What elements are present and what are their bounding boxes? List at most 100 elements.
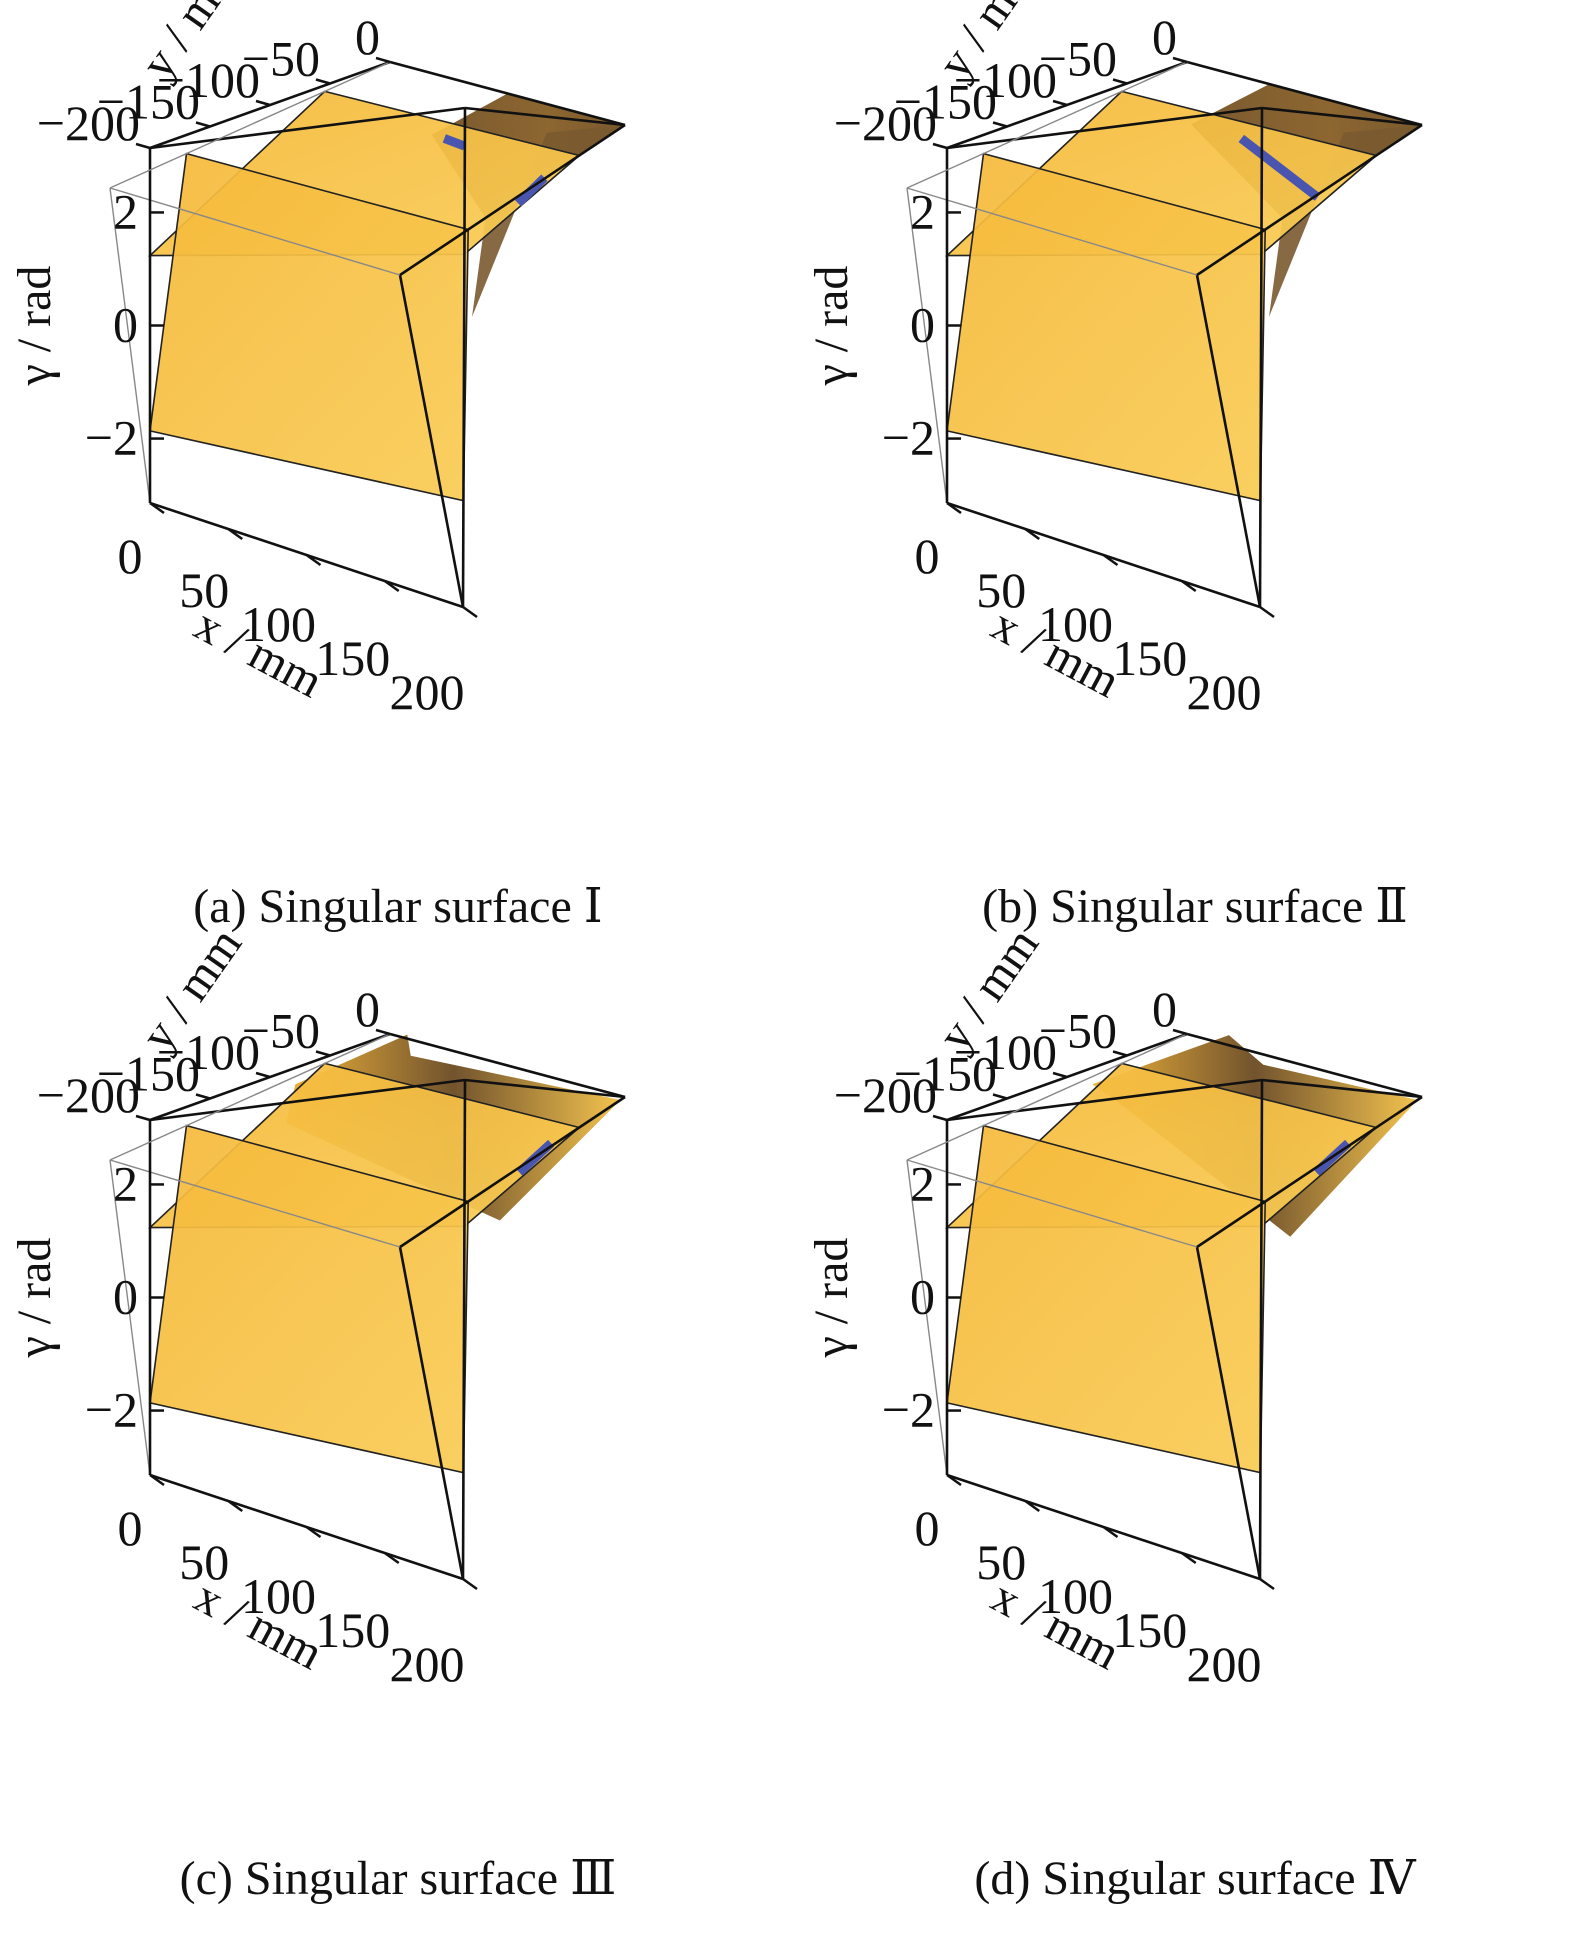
box-edge [109,1033,391,1161]
y-tick-mark [1112,1050,1128,1057]
y-tick-label: −100 [157,1024,260,1080]
y-tick-mark [255,1071,271,1079]
x-tick-mark [1259,605,1275,619]
box-edge [906,61,1188,189]
chart-caption-c: (c) Singular surface Ⅲ [179,1852,617,1905]
x-tick-mark [305,553,322,567]
box-edge [906,1033,1188,1161]
box-edge [399,123,626,277]
x-tick-mark [227,1499,243,1513]
y-tick-label: 0 [1152,981,1177,1037]
box-edge [464,1078,626,1099]
x-tick-mark [1181,579,1197,593]
x-tick-mark [1024,527,1040,541]
y-tick-mark [315,78,331,85]
box-edge [1195,274,1262,608]
z-tick-label: 2 [910,1155,935,1211]
y-tick-mark [932,142,948,150]
x-tick-label: 150 [1112,1602,1187,1658]
y-tick-label: −100 [954,52,1057,108]
y-tick-label: −150 [894,74,997,130]
y-tick-label: −100 [157,52,260,108]
x-tick-mark [384,579,400,593]
x-tick-label: 100 [1038,596,1113,652]
z-tick-label: 0 [910,297,935,353]
box-edge [1195,1246,1262,1580]
chart-caption-b: (b) Singular surface Ⅱ [982,880,1408,933]
x-tick-mark [1259,1577,1275,1591]
box-edge [109,187,401,276]
x-tick-mark [462,1577,478,1591]
y-tick-mark [375,1028,391,1036]
x-tick-mark [384,1551,400,1565]
singular-line [1238,134,1321,201]
box-edge [1261,1078,1423,1099]
box-edge [1196,123,1423,277]
y-tick-mark [195,121,211,128]
x-tick-mark [305,1525,322,1539]
box-edge [1196,1095,1423,1249]
y-tick-label: 0 [1152,9,1177,65]
y-tick-label: −50 [1039,31,1117,87]
x-tick-mark [1181,1551,1197,1565]
x-tick-label: 200 [390,664,465,720]
box-edge [1186,1032,1423,1099]
y-tick-mark [1172,1028,1188,1036]
x-tick-label: 150 [315,630,390,686]
x-tick-mark [1102,553,1119,567]
x-tick-mark [462,605,478,619]
y-tick-mark [315,1050,331,1057]
x-tick-label: 0 [118,528,143,584]
x-tick-mark [149,501,165,515]
chart-caption-a: (a) Singular surface Ⅰ [193,880,603,933]
x-tick-mark [149,1473,165,1487]
x-tick-label: 150 [315,1602,390,1658]
z-axis-label: γ / rad [8,1238,61,1359]
box-edge [109,1159,401,1248]
box-edge [389,60,626,127]
x-tick-label: 100 [241,596,316,652]
box-edge [461,107,467,608]
box-edge [461,1079,467,1580]
y-tick-mark [255,99,271,107]
x-tick-label: 0 [118,1500,143,1556]
y-tick-label: −100 [954,1024,1057,1080]
x-tick-label: 150 [1112,630,1187,686]
z-tick-label: 0 [113,297,138,353]
box-edge [398,274,465,608]
z-tick-label: −2 [882,410,935,466]
x-tick-label: 50 [976,562,1026,618]
x-tick-label: 50 [976,1534,1026,1590]
chart-caption-d: (d) Singular surface Ⅳ [974,1852,1416,1905]
y-tick-label: −200 [37,1067,140,1123]
box-edge [906,187,948,504]
z-tick-label: 2 [113,1155,138,1211]
y-tick-label: 0 [355,9,380,65]
box-edge [1186,60,1423,127]
box-edge [109,1159,151,1476]
box-edge [464,106,626,127]
box-edge [389,1032,626,1099]
y-tick-label: −150 [97,1046,200,1102]
y-tick-label: 0 [355,981,380,1037]
y-tick-mark [1052,1071,1068,1079]
x-tick-mark [1024,1499,1040,1513]
box-edge [1261,106,1423,127]
z-tick-label: −2 [85,410,138,466]
box-edge [906,1159,1198,1248]
box-edge [149,1078,466,1122]
x-tick-mark [946,1473,962,1487]
z-tick-label: −2 [882,1382,935,1438]
box-edge [906,1159,948,1476]
y-tick-label: −200 [834,95,937,151]
y-tick-mark [1112,78,1128,85]
box-edge [1258,1079,1264,1580]
x-tick-mark [1102,1525,1119,1539]
box-edge [149,106,466,150]
y-tick-mark [992,121,1008,128]
y-tick-mark [195,1093,211,1100]
y-tick-mark [135,1114,151,1122]
box-edge [946,106,1263,150]
